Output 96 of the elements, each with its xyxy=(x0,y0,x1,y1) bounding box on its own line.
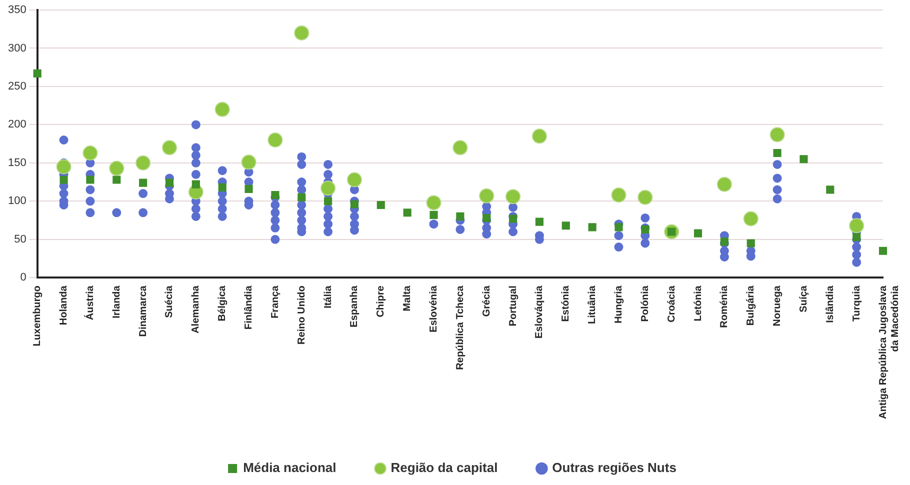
x-tick-label: Turquia xyxy=(851,285,862,322)
point xyxy=(298,193,306,202)
point xyxy=(346,172,362,188)
point xyxy=(535,218,544,226)
x-tick-label: Grécia xyxy=(481,285,492,317)
x-tick-label: Itália xyxy=(322,285,334,308)
x-tick-label: Chipre xyxy=(376,285,387,318)
point xyxy=(56,159,72,174)
point xyxy=(241,154,256,170)
x-tick-label: Portugal xyxy=(508,285,519,326)
point xyxy=(33,69,42,78)
point xyxy=(849,218,864,234)
x-tick-label: Irlanda xyxy=(111,285,122,318)
y-tick-label: 0 xyxy=(20,272,26,284)
point xyxy=(452,140,468,156)
point xyxy=(403,208,412,217)
legend-label: Região da capital xyxy=(390,460,498,476)
y-tick-label: 150 xyxy=(8,156,26,169)
point xyxy=(611,188,626,203)
point xyxy=(430,210,438,219)
point xyxy=(694,229,702,238)
point xyxy=(826,186,834,194)
point xyxy=(192,180,200,188)
point xyxy=(324,197,332,206)
point xyxy=(800,155,808,164)
x-tick-label: Estónia xyxy=(560,285,572,322)
x-tick-label: Bélgica xyxy=(217,285,228,322)
point xyxy=(109,160,124,176)
x-tick-label: Hungria xyxy=(613,285,624,324)
point xyxy=(271,191,280,200)
point xyxy=(562,222,570,230)
point xyxy=(878,246,888,255)
point xyxy=(112,176,121,184)
point xyxy=(350,200,359,208)
x-tick-label: Luxemburgo xyxy=(32,286,44,346)
point xyxy=(294,25,310,40)
y-tick-label: 300 xyxy=(8,42,26,54)
x-tick-label: França xyxy=(270,285,281,318)
point xyxy=(82,145,98,160)
x-tick-label: Islândia xyxy=(824,285,836,323)
y-tick-label: 100 xyxy=(8,195,26,208)
x-tick-label: Lituânia xyxy=(587,285,598,324)
x-tick-label: Noruega xyxy=(772,285,784,326)
point xyxy=(218,183,226,192)
point xyxy=(746,239,755,248)
x-tick-label: Reino Unido xyxy=(296,286,308,345)
x-tick-label: Roménia xyxy=(719,285,730,328)
point xyxy=(165,178,174,187)
point xyxy=(456,212,464,220)
point xyxy=(506,189,521,204)
point xyxy=(320,180,336,196)
point xyxy=(770,127,785,142)
x-tick-label: Holanda xyxy=(58,285,70,326)
y-tick-label: 250 xyxy=(8,80,26,92)
x-tick-label: Antiga República Jugoslava da Macedónia xyxy=(878,285,901,420)
point xyxy=(852,233,861,242)
point xyxy=(268,132,283,148)
x-tick-label: Suécia xyxy=(164,285,176,318)
x-tick-label: Polónia xyxy=(640,285,651,322)
x-tick-label: Dinamarca xyxy=(138,285,149,337)
point xyxy=(482,214,491,222)
x-tick-label: Suíça xyxy=(798,285,810,312)
point xyxy=(136,155,151,170)
x-tick-label: Malta xyxy=(402,285,414,312)
x-tick-label: República Tcheca xyxy=(454,285,466,370)
point xyxy=(508,214,518,223)
x-tick-label: Eslováquia xyxy=(534,285,546,338)
point xyxy=(638,190,653,205)
point xyxy=(479,188,494,204)
point xyxy=(214,102,230,117)
point xyxy=(532,128,547,144)
y-tick-label: 50 xyxy=(14,233,26,246)
point xyxy=(139,178,148,187)
legend-label: Média nacional xyxy=(243,460,336,476)
y-tick-label: 350 xyxy=(8,4,26,16)
point xyxy=(60,176,68,184)
point xyxy=(244,184,253,193)
point xyxy=(716,176,732,192)
point xyxy=(773,148,782,158)
x-tick-label: Finlândia xyxy=(244,285,255,330)
x-tick-label: Croácia xyxy=(666,285,678,322)
point xyxy=(376,200,385,210)
point xyxy=(426,195,442,210)
point xyxy=(588,223,596,232)
x-tick-label: Áustria xyxy=(84,285,96,320)
x-tick-label: Eslovénia xyxy=(428,285,440,332)
x-tick-label: Alemanha xyxy=(190,285,202,334)
point xyxy=(162,140,177,156)
y-tick-label: 200 xyxy=(8,118,26,131)
legend-label: Outras regiões Nuts xyxy=(552,460,676,476)
x-tick-label: Letónia xyxy=(692,285,704,322)
point xyxy=(86,176,94,184)
point xyxy=(743,211,758,226)
x-tick-label: Espanha xyxy=(349,285,360,328)
x-tick-label: Bulgária xyxy=(746,285,757,326)
point xyxy=(614,223,623,232)
